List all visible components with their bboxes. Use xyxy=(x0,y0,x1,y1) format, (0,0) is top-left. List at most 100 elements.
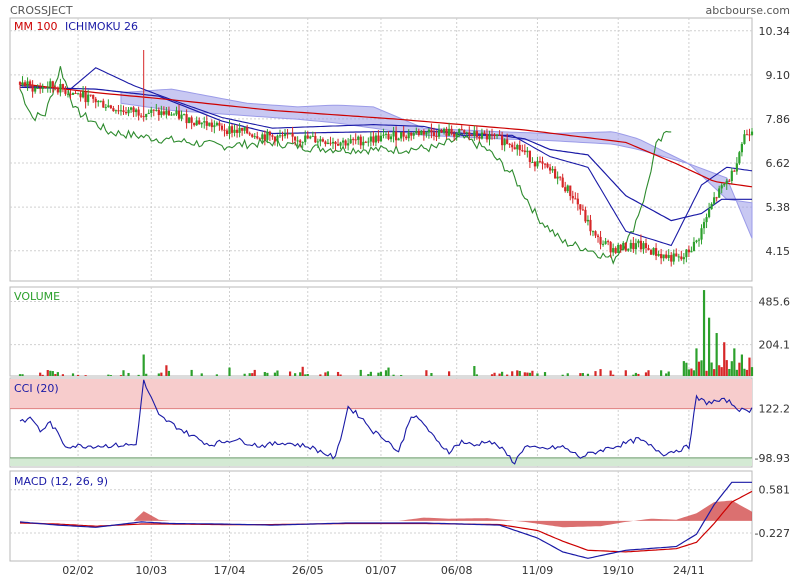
candle-body xyxy=(576,198,579,205)
macd-y-tick: -0.227 xyxy=(755,527,790,540)
candle-body xyxy=(538,161,542,163)
candle-body xyxy=(104,107,107,109)
candle-body xyxy=(473,131,476,136)
candle-body xyxy=(490,134,494,136)
candle-body xyxy=(493,134,496,136)
volume-bar xyxy=(39,372,42,376)
candle-body xyxy=(193,122,196,126)
candle-body xyxy=(478,136,481,139)
x-tick-label: 02/02 xyxy=(62,564,94,577)
candle-body xyxy=(591,231,595,233)
candle-body xyxy=(243,127,246,131)
volume-bar xyxy=(145,373,148,376)
chikou-line xyxy=(19,66,672,265)
candle-body xyxy=(425,132,428,135)
candle-body xyxy=(528,150,531,162)
candle-body xyxy=(614,248,617,253)
volume-bar xyxy=(41,374,44,376)
volume-bar xyxy=(266,372,269,376)
candle-body xyxy=(503,139,506,146)
candle-body xyxy=(644,243,648,249)
volume-bar xyxy=(473,366,476,376)
candle-body xyxy=(453,133,456,137)
volume-bar xyxy=(215,374,218,376)
candle-body xyxy=(147,112,150,114)
candle-body xyxy=(430,129,433,133)
candle-body xyxy=(495,134,499,136)
price-y-tick: 10.34 xyxy=(759,25,791,38)
candle-body xyxy=(336,144,340,146)
candle-body xyxy=(362,141,365,146)
candle-body xyxy=(82,91,85,98)
candle-body xyxy=(695,240,698,242)
candle-body xyxy=(157,109,160,116)
candle-body xyxy=(589,219,592,232)
ichimoku-cloud xyxy=(120,88,753,239)
legend-ichimoku: ICHIMOKU 26 xyxy=(65,20,138,33)
volume-bar xyxy=(692,370,696,376)
volume-bar xyxy=(61,374,65,376)
candle-body xyxy=(415,131,418,134)
volume-bar xyxy=(384,370,388,376)
volume-bar xyxy=(377,372,380,376)
volume-bar xyxy=(697,361,701,376)
candle-body xyxy=(470,134,473,136)
candle-body xyxy=(670,255,673,262)
candle-body xyxy=(639,240,643,250)
candle-body xyxy=(748,134,751,136)
volume-bar xyxy=(21,374,24,376)
candle-body xyxy=(117,110,120,112)
candle-body xyxy=(162,111,165,115)
candle-body xyxy=(733,170,736,172)
x-tick-label: 19/10 xyxy=(602,564,634,577)
candle-body xyxy=(647,248,650,250)
candle-body xyxy=(707,209,711,218)
volume-bar xyxy=(392,374,395,376)
candle-body xyxy=(294,136,297,141)
candle-body xyxy=(498,134,501,136)
candle-body xyxy=(384,133,388,135)
candle-body xyxy=(344,140,347,146)
volume-bar xyxy=(526,372,529,376)
candle-body xyxy=(329,142,332,144)
volume-bar xyxy=(624,370,627,376)
candle-body xyxy=(326,142,330,145)
volume-bar xyxy=(528,372,531,376)
volume-bar xyxy=(160,372,163,376)
candle-body xyxy=(61,84,65,90)
candle-body xyxy=(702,222,706,229)
candle-body xyxy=(248,133,251,135)
volume-bar xyxy=(740,354,744,376)
candle-body xyxy=(198,120,201,125)
volume-bar xyxy=(609,370,612,376)
candle-body xyxy=(619,244,622,250)
candle-body xyxy=(276,135,279,142)
volume-bar xyxy=(200,373,203,376)
volume-bar xyxy=(700,360,703,376)
volume-bar xyxy=(251,373,254,376)
candle-body xyxy=(132,107,135,113)
candle-body xyxy=(627,248,630,251)
candle-body xyxy=(440,130,443,133)
candle-body xyxy=(51,81,54,87)
macd-label: MACD (12, 26, 9) xyxy=(14,475,108,488)
volume-bar xyxy=(122,370,125,376)
candle-body xyxy=(296,140,299,142)
candle-body xyxy=(662,254,665,259)
x-tick-label: 01/07 xyxy=(365,564,397,577)
candle-body xyxy=(36,87,39,89)
volume-bar xyxy=(301,366,304,376)
candle-body xyxy=(160,111,163,116)
candle-body xyxy=(546,163,549,168)
x-tick-label: 24/11 xyxy=(673,564,705,577)
candle-body xyxy=(283,133,287,136)
candle-body xyxy=(205,121,208,126)
volume-bar xyxy=(76,374,80,376)
candle-body xyxy=(39,87,42,89)
candle-body xyxy=(352,139,355,141)
candles-group xyxy=(18,49,754,267)
volume-bar xyxy=(137,374,140,376)
candle-body xyxy=(271,135,274,137)
volume-bar xyxy=(518,370,521,376)
candle-body xyxy=(140,115,143,117)
